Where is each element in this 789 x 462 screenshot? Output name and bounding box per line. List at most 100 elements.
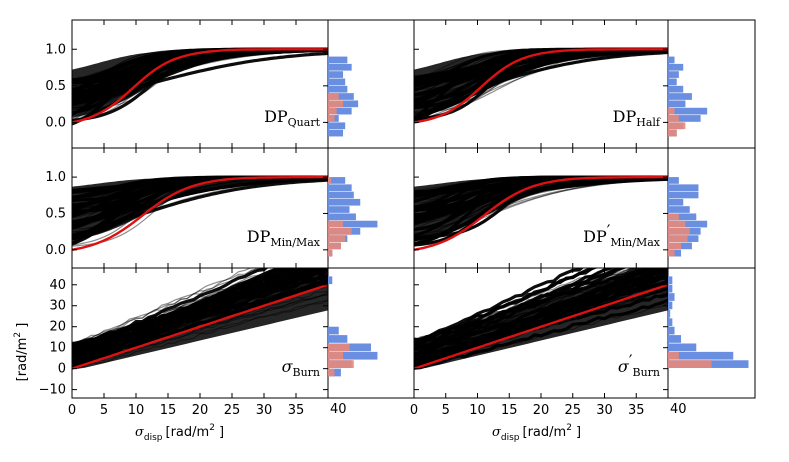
xlabel-sub: disp bbox=[501, 433, 520, 443]
x-tick-label: 35 bbox=[628, 403, 645, 418]
ensemble-envelope bbox=[72, 177, 328, 241]
y-tick-label: 20 bbox=[49, 320, 66, 335]
hist-bar-blue bbox=[328, 184, 352, 192]
x-tick-label: 30 bbox=[596, 403, 613, 418]
panel-dp-minmax: 0.0 0.5 1.0 DPMin/Max bbox=[45, 147, 415, 269]
hist-bar-blue bbox=[328, 63, 352, 71]
x-tick-label: 20 bbox=[192, 403, 209, 418]
hist-corner-label-right: 40 bbox=[670, 402, 687, 417]
hist-bar-blue bbox=[328, 326, 339, 335]
curve-bundle bbox=[72, 175, 328, 251]
x-tick-label: 25 bbox=[224, 403, 241, 418]
panel-label-sub: Quart bbox=[288, 116, 321, 129]
panel-label-main: DP bbox=[583, 227, 607, 246]
x-tick-label: 10 bbox=[128, 403, 145, 418]
ensemble-envelope bbox=[414, 268, 668, 369]
hist-bar-red bbox=[668, 351, 679, 360]
curve-bundle bbox=[414, 268, 668, 371]
ensemble-curve bbox=[414, 268, 621, 347]
hist-bar-blue bbox=[328, 177, 346, 184]
panel-label-prime: ′ bbox=[629, 351, 633, 370]
hist-bar-blue bbox=[668, 276, 673, 285]
hist-bar-blue bbox=[328, 213, 356, 221]
curve-bundle bbox=[414, 47, 668, 124]
hist-bar-blue bbox=[668, 318, 673, 327]
hist-bar-blue bbox=[668, 107, 708, 115]
hist-bar-red bbox=[328, 177, 332, 184]
hist-bar-blue bbox=[328, 93, 354, 100]
y-tick-label: 40 bbox=[49, 278, 66, 293]
hist-bar-blue bbox=[668, 93, 692, 100]
x-tick-label: 10 bbox=[469, 403, 486, 418]
hist-bar-blue bbox=[328, 71, 344, 78]
hist-corner-label-left: 40 bbox=[330, 402, 347, 417]
y-tick-label: 10 bbox=[49, 341, 66, 356]
ensemble-curve bbox=[72, 268, 260, 345]
axis-label-layer: 40 40 σdisp [rad/m2 ] σdisp [rad/m2 ] [rad… bbox=[13, 323, 687, 443]
panel-dp-quart: 0.0 0.5 1.0 DPQuart bbox=[45, 19, 415, 149]
hist-bar-red bbox=[328, 220, 344, 228]
hist-bar-red bbox=[328, 249, 333, 257]
xlabel-unit: [rad/m bbox=[523, 425, 567, 440]
panel-dp-half: DPHalf bbox=[413, 19, 756, 149]
ensemble-curve bbox=[414, 268, 599, 345]
hist-bar-blue bbox=[668, 184, 699, 192]
curve-bundle bbox=[414, 175, 668, 251]
x-axis-label-left: σdisp [rad/m2 ] bbox=[135, 423, 224, 443]
hist-bar-blue bbox=[328, 191, 354, 199]
hist-bar-red bbox=[328, 100, 344, 108]
panel-label-main: DP bbox=[264, 107, 288, 126]
panel-label: DP′Min/Max bbox=[583, 221, 661, 249]
mean-curve bbox=[414, 283, 668, 370]
panel-label-sub: Burn bbox=[632, 366, 660, 379]
hist-bar-blue bbox=[328, 351, 378, 360]
hist-bar-blue bbox=[668, 335, 682, 343]
hist-bar-blue bbox=[328, 78, 346, 86]
x-tick-label: 20 bbox=[533, 403, 550, 418]
ensemble-envelope bbox=[414, 177, 668, 241]
xlabel-sup: 2 bbox=[566, 423, 572, 433]
hist-bar-blue bbox=[668, 343, 697, 352]
panel-label-main: DP bbox=[247, 227, 271, 246]
mean-curve bbox=[72, 48, 328, 124]
hist-bar-red bbox=[668, 107, 675, 115]
hist-bar-red bbox=[328, 235, 346, 242]
hist-frame bbox=[667, 267, 756, 399]
ensemble-curve bbox=[414, 268, 585, 343]
curve-bundle bbox=[72, 268, 328, 370]
panel-label-sub: Burn bbox=[292, 366, 320, 379]
mean-curve bbox=[72, 283, 328, 370]
y-tick-label: 0.5 bbox=[45, 206, 66, 221]
hist-bar-blue bbox=[328, 276, 333, 285]
hist-bar-red bbox=[328, 368, 335, 377]
hist-bar-blue bbox=[668, 326, 675, 335]
y-tick-label: 0.5 bbox=[45, 79, 66, 94]
ylabel-text: [rad/m bbox=[15, 338, 30, 382]
y-axis-label: [rad/m2 ] bbox=[13, 323, 30, 382]
ylabel-close: ] bbox=[15, 323, 30, 332]
x-tick-label: 0 bbox=[410, 403, 418, 418]
hist-bar-red bbox=[668, 249, 675, 257]
hist-frame bbox=[327, 267, 415, 399]
hist-bar-blue bbox=[328, 206, 350, 213]
hist-bar-blue bbox=[668, 191, 699, 199]
panel-label-main: σ bbox=[618, 357, 630, 376]
hist-bar-red bbox=[668, 213, 679, 221]
x-tick-label: 15 bbox=[501, 403, 518, 418]
hist-bar-blue bbox=[668, 78, 677, 86]
x-tick-label: 30 bbox=[256, 403, 273, 418]
ensemble-envelope bbox=[72, 49, 328, 118]
x-tick-label: 5 bbox=[442, 403, 450, 418]
hist-bar-blue bbox=[668, 100, 686, 108]
panel-label: σBurn bbox=[282, 357, 320, 379]
panel-label-main: σ bbox=[282, 357, 294, 376]
hist-bar-blue bbox=[668, 198, 684, 206]
x-axis-label-right: σdisp [rad/m2 ] bbox=[492, 423, 581, 443]
ensemble-curve bbox=[72, 268, 286, 346]
hist-bar-red bbox=[668, 235, 688, 242]
hist-bar-red bbox=[668, 360, 712, 368]
panel-label: σ′Burn bbox=[618, 351, 660, 379]
hist-bar-red bbox=[328, 107, 337, 115]
